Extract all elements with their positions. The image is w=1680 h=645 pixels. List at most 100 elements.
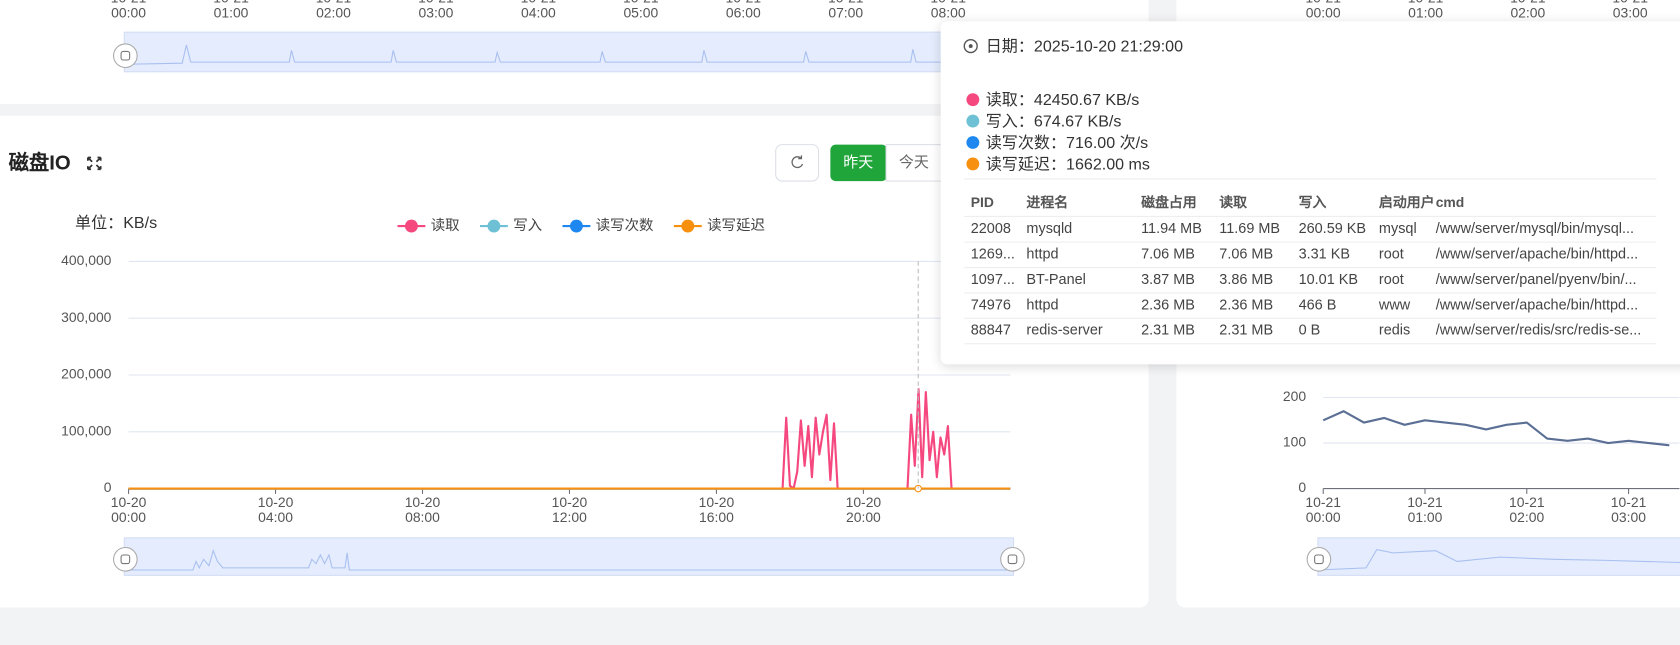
table-cell: 3.31 KB [1299,246,1350,262]
tooltip-dot [966,93,980,107]
table-cell: 2.31 MB [1219,323,1273,339]
table-header: 磁盘占用 [1141,194,1197,210]
y-tick-label: 100,000 [61,422,112,438]
table-cell: root [1379,272,1404,288]
tooltip-dot [966,136,980,149]
slider-handle[interactable] [113,546,138,572]
slider-handle-icon [120,50,131,61]
table-cell: 2.36 MB [1219,297,1273,313]
table-cell: 3.86 MB [1219,272,1273,288]
y-tick-label: 0 [104,479,112,495]
refresh-icon [791,155,804,169]
legend-marker [681,219,695,233]
clock-icon [963,38,978,54]
yesterday-button[interactable]: 昨天 [830,144,888,182]
y-tick-label: 400,000 [61,252,112,268]
x-tick-label: 20:00 [846,509,881,525]
x-tick-label: 10-21 [930,0,966,6]
unit-label: 单位：KB/s [75,214,157,232]
table-cell: 2.31 MB [1141,323,1195,339]
table-cell: 2.36 MB [1141,297,1195,313]
slider-handle-icon [1007,554,1018,565]
today-button-box [885,144,951,182]
tooltip-item: 写入：674.67 KB/s [986,112,1122,130]
clock-icon-dot [968,44,973,48]
table-cell: 22008 [971,221,1011,237]
table-header: 进程名 [1026,194,1068,210]
x-tick-label: 10-21 [623,0,659,6]
x-tick-label: 10-21 [828,0,864,6]
legend-label: 读写次数 [596,217,654,234]
slider-handle[interactable] [1306,546,1332,572]
today-button[interactable]: 今天 [885,144,951,182]
x-tick-label: 00:00 [111,5,146,21]
x-tick-label: 10-21 [111,0,147,6]
tooltip-item: 读写延迟：1662.00 ms [986,155,1150,173]
refresh-button[interactable] [775,144,820,182]
top-axis: 10-2100:0010-2101:0010-2102:0010-2103:00… [111,0,1648,21]
x-tick-label: 12:00 [552,509,587,525]
x-tick-label: 10-21 [1305,494,1341,510]
table-cell: httpd [1026,297,1058,313]
tooltip: 日期：2025-10-20 21:29:00 读取：42450.67 KB/s 写… [940,21,1680,365]
table-cell: 260.59 KB [1299,221,1367,237]
table-header: 写入 [1299,194,1327,210]
legend-marker [569,219,583,233]
legend-marker [487,219,501,233]
x-tick-label: 16:00 [699,509,734,525]
table-cell: 10.01 KB [1299,272,1358,288]
slider-preview [124,549,1014,571]
table-header: 读取 [1219,194,1247,210]
x-tick-label: 10-21 [1509,494,1545,510]
x-tick-label: 10-21 [213,0,249,6]
expand-icon-path [87,156,102,171]
legend-label: 读写延迟 [707,217,765,234]
panel-title: 磁盘IO [9,150,71,174]
x-tick-label: 03:00 [1611,509,1646,525]
table-cell: mysql [1379,221,1417,237]
x-tick-label: 02:00 [316,5,351,21]
refresh-button-box [775,144,820,182]
x-tick-label: 08:00 [405,509,440,525]
x-tick-label: 10-21 [1612,0,1648,6]
y-tick-label: 0 [1298,479,1306,495]
series-line [1322,410,1670,447]
x-tick-label: 01:00 [214,5,249,21]
table-cell: 7.06 MB [1141,246,1195,262]
tooltip-item: 读取：42450.67 KB/s [986,91,1140,109]
tooltip-box [940,21,1680,365]
table-cell: 11.94 MB [1141,221,1202,237]
table-cell: 74976 [971,297,1011,313]
x-tick-label: 05:00 [623,5,658,21]
top-zoom-slider[interactable] [113,31,1015,73]
x-tick-label: 02:00 [1510,5,1545,21]
x-tick-label: 00:00 [111,509,146,525]
legend-marker [405,219,418,233]
right-zoom-slider[interactable] [1306,537,1680,576]
slider-track [123,537,1015,576]
x-tick-label: 03:00 [419,5,454,21]
table-cell: www [1378,297,1411,313]
table-cell: 466 B [1299,297,1337,313]
x-tick-label: 07:00 [828,5,863,21]
table-cell: redis-server [1026,323,1102,339]
slider-handle[interactable] [113,43,138,69]
x-tick-label: 10-21 [1408,0,1444,6]
disk-zoom-slider[interactable] [113,537,1025,576]
table-cell: /www/server/redis/src/redis-se... [1436,323,1642,339]
table-cell: 3.87 MB [1141,272,1195,288]
y-tick-label: 300,000 [61,309,112,325]
legend-label: 读取 [431,217,460,234]
table-cell: 1097... [971,272,1015,288]
x-tick-label: 10-20 [552,494,588,510]
slider-handle[interactable] [1000,546,1025,572]
y-tick-label: 100 [1283,434,1306,450]
yesterday-button-label: 昨天 [843,154,873,171]
yesterday-button-box [830,144,888,182]
legend-label: 写入 [513,218,542,234]
x-tick-label: 02:00 [1509,509,1544,525]
table-cell: /www/server/apache/bin/httpd... [1436,246,1638,262]
x-tick-label: 04:00 [521,5,556,21]
expand-icon[interactable] [87,156,102,171]
